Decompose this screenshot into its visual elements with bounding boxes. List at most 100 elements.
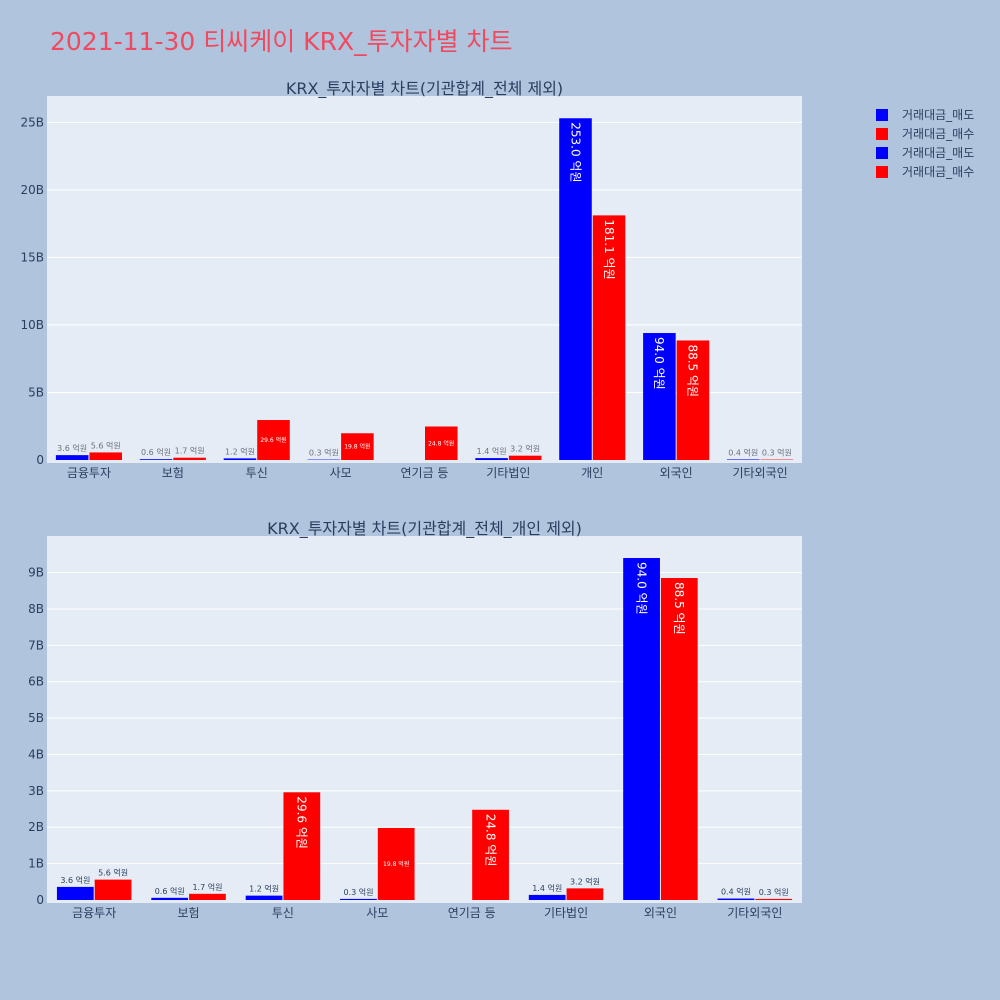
data-label: 3.6 억원 [60, 875, 90, 885]
data-label: 5.6 억원 [91, 440, 121, 450]
plot-area [47, 96, 802, 463]
data-label: 24.8 억원 [483, 814, 497, 867]
legend[interactable]: 거래대금_매도 거래대금_매수 거래대금_매도 거래대금_매수 [876, 105, 974, 181]
data-label: 19.8 억원 [383, 860, 409, 868]
y-tick-label: 7B [28, 638, 44, 652]
y-tick-label: 0 [36, 893, 44, 907]
y-tick-label: 20B [20, 183, 44, 197]
x-tick-label: 기타외국인 [732, 466, 787, 480]
data-label: 1.7 억원 [192, 882, 222, 892]
data-label: 3.6 억원 [57, 443, 87, 453]
data-label: 0.6 억원 [155, 886, 185, 896]
data-label: 0.3 억원 [759, 887, 789, 897]
bar-sell[interactable] [528, 894, 566, 900]
legend-label: 거래대금_매도 [902, 108, 975, 122]
legend-swatch-buy [876, 127, 888, 140]
y-tick-label: 8B [28, 602, 44, 616]
chart-title: KRX_투자자별 차트(기관합계_전체_개인 제외) [267, 519, 582, 539]
x-tick-label: 연기금 등 [401, 466, 449, 480]
x-tick-label: 금융투자 [67, 466, 111, 480]
bar-sell[interactable] [139, 459, 173, 460]
bar-buy[interactable] [508, 455, 542, 460]
bar-buy[interactable] [173, 457, 206, 460]
bar-buy[interactable] [283, 792, 321, 900]
bar-sell[interactable] [475, 458, 508, 460]
legend-item[interactable]: 거래대금_매수 [876, 162, 974, 181]
data-label: 88.5 억원 [672, 582, 686, 635]
bar-buy[interactable] [257, 420, 290, 460]
bar-buy[interactable] [189, 893, 226, 900]
x-tick-label: 기타법인 [486, 466, 530, 480]
bar-buy[interactable] [472, 809, 509, 900]
bar-sell[interactable] [340, 898, 377, 900]
bar-sell[interactable] [643, 333, 676, 460]
chart-1: 0 5B 10B 15B 20B 25B KRX_투자자별 차트(기관합계_전체 제외) 금융… [20, 79, 802, 480]
data-label: 0.4 억원 [728, 447, 758, 457]
data-label: 1.4 억원 [477, 446, 507, 456]
legend-item[interactable]: 거래대금_매도 [876, 105, 974, 124]
data-label: 253.0 억원 [568, 122, 582, 182]
legend-item[interactable]: 거래대금_매도 [876, 143, 974, 162]
x-tick-label: 투신 [246, 466, 268, 480]
y-tick-label: 1B [28, 857, 44, 871]
data-label: 3.2 억원 [570, 876, 600, 886]
bar-sell[interactable] [223, 458, 257, 460]
data-label: 0.3 억원 [762, 448, 792, 458]
x-tick-label: 개인 [581, 466, 603, 480]
bar-buy[interactable] [89, 452, 122, 460]
y-tick-label: 9B [28, 566, 44, 580]
data-label: 1.2 억원 [225, 446, 255, 456]
bar-sell[interactable] [245, 895, 283, 900]
x-tick-label: 기타외국인 [727, 906, 782, 920]
x-tick-label: 외국인 [644, 906, 677, 920]
x-tick-label: 보험 [162, 466, 184, 480]
data-label: 3.2 억원 [510, 444, 540, 454]
x-tick-label: 사모 [366, 906, 388, 920]
bar-buy[interactable] [425, 426, 458, 460]
bar-sell[interactable] [717, 898, 755, 900]
y-tick-label: 2B [28, 820, 44, 834]
y-tick-label: 5B [28, 711, 44, 725]
bar-buy[interactable] [94, 879, 132, 900]
x-tick-label: 보험 [178, 906, 200, 920]
legend-swatch-sell [876, 108, 888, 121]
x-tick-label: 금융투자 [72, 906, 116, 920]
bar-sell[interactable] [55, 455, 89, 460]
y-tick-label: 10B [20, 318, 44, 332]
bar-sell[interactable] [151, 897, 189, 900]
x-tick-label: 투신 [272, 906, 294, 920]
data-label: 0.4 억원 [721, 887, 751, 897]
y-tick-label: 4B [28, 747, 44, 761]
data-label: 0.3 억원 [343, 887, 373, 897]
bar-buy[interactable] [660, 578, 698, 900]
bar-sell[interactable] [56, 886, 94, 900]
x-tick-label: 기타법인 [544, 906, 588, 920]
data-label: 5.6 억원 [98, 868, 128, 878]
data-label: 88.5 억원 [686, 344, 700, 397]
bar-buy[interactable] [592, 215, 626, 460]
data-label: 1.4 억원 [532, 883, 562, 893]
y-tick-label: 15B [20, 250, 44, 264]
bar-buy[interactable] [676, 340, 710, 460]
bar-buy[interactable] [755, 898, 793, 900]
data-label: 0.3 억원 [309, 448, 339, 458]
y-tick-label: 6B [28, 675, 44, 689]
y-tick-label: 5B [28, 385, 44, 399]
bar-sell[interactable] [727, 459, 760, 460]
bar-buy[interactable] [566, 888, 604, 900]
bar-sell[interactable] [559, 118, 592, 460]
x-tick-label: 외국인 [660, 466, 693, 480]
x-tick-label: 사모 [330, 466, 352, 480]
bar-sell[interactable] [623, 558, 660, 900]
legend-swatch-sell [876, 146, 888, 159]
bar-buy[interactable] [377, 827, 415, 900]
x-tick-label: 연기금 등 [448, 906, 496, 920]
data-label: 24.8 억원 [428, 439, 454, 447]
legend-label: 거래대금_매수 [902, 127, 975, 141]
data-label: 0.6 억원 [141, 447, 171, 457]
legend-item[interactable]: 거래대금_매수 [876, 124, 974, 143]
data-label: 29.6 억원 [295, 796, 309, 849]
bar-buy[interactable] [341, 433, 374, 460]
data-label: 94.0 억원 [652, 337, 666, 390]
page-title: 2021-11-30 티씨케이 KRX_투자자별 차트 [50, 27, 513, 56]
